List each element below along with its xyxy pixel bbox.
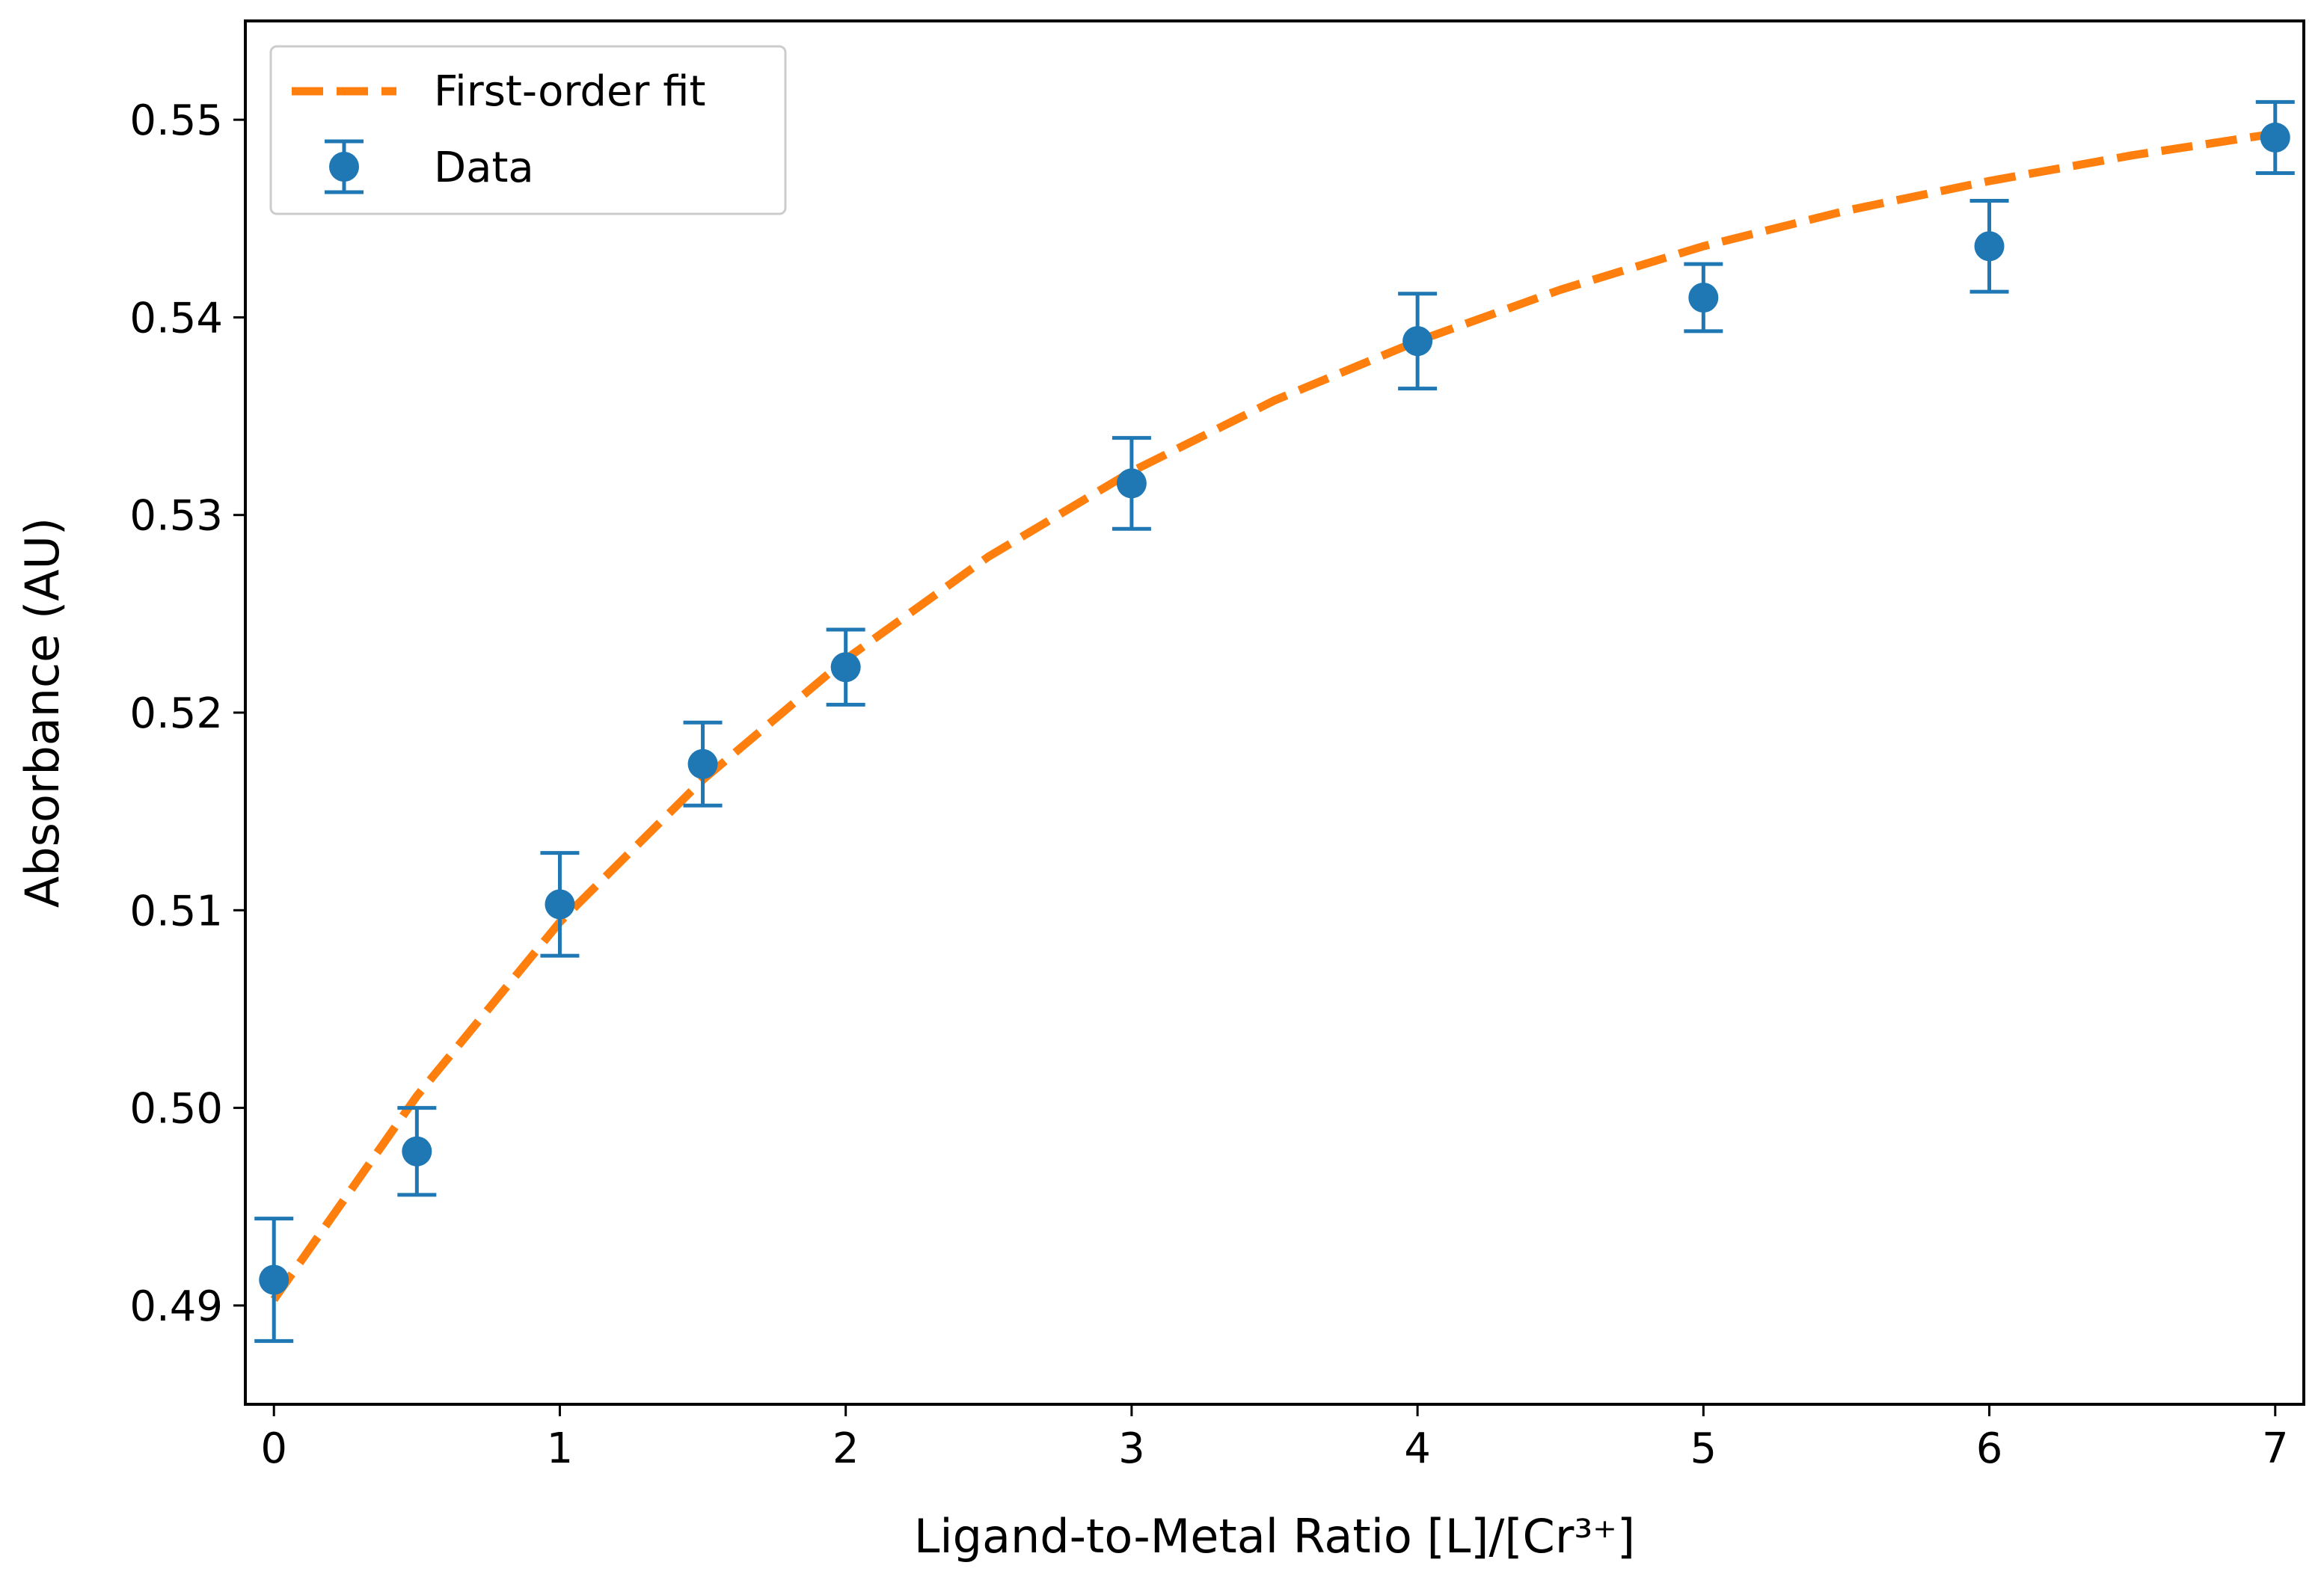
x-tick-label: 3	[1118, 1424, 1145, 1473]
data-point	[397, 1106, 437, 1197]
data-point	[826, 627, 865, 707]
data-point	[540, 851, 580, 958]
x-tick-label: 7	[2262, 1424, 2289, 1473]
y-tick-label: 0.51	[129, 887, 223, 935]
y-tick-label: 0.53	[129, 492, 223, 541]
data-marker	[2260, 122, 2290, 153]
data-point	[683, 720, 723, 808]
data-marker	[259, 1264, 289, 1295]
legend-fit-label: First-order fit	[434, 67, 705, 116]
legend-box	[269, 45, 787, 215]
y-tick-label: 0.55	[129, 96, 223, 145]
legend: First-order fit Data	[269, 45, 787, 215]
data-point	[254, 1217, 294, 1343]
data-point	[1969, 199, 2009, 294]
y-tick-label: 0.50	[129, 1085, 223, 1134]
x-tick-label: 6	[1976, 1424, 2003, 1473]
data-point	[1398, 292, 1438, 391]
plot-area	[254, 99, 2295, 1343]
data-marker	[1116, 468, 1147, 499]
x-tick-label: 5	[1690, 1424, 1717, 1473]
y-tick-label: 0.49	[129, 1282, 223, 1331]
fit-line	[270, 129, 2276, 1303]
x-tick-label: 2	[833, 1424, 859, 1473]
y-tick-label: 0.52	[129, 689, 223, 738]
data-marker	[830, 652, 861, 683]
y-tick-label: 0.54	[129, 294, 223, 342]
legend-marker	[329, 152, 359, 182]
data-marker	[1974, 231, 2005, 262]
data-point	[2255, 99, 2295, 175]
data-marker	[1402, 326, 1433, 357]
data-marker	[1688, 283, 1719, 313]
axes-frame	[244, 19, 2305, 1406]
x-tick-label: 1	[547, 1424, 574, 1473]
axis-ticks: 0 1 2 3 4 5 6 7 0.49 0.50 0.51 0.52 0.53 0.54 0.55	[129, 96, 2288, 1473]
data-marker	[402, 1136, 432, 1167]
y-axis-label: Absorbance (AU)	[15, 517, 70, 908]
data-marker	[545, 889, 575, 920]
legend-data-label: Data	[434, 144, 534, 192]
data-marker	[687, 749, 718, 779]
data-point	[1112, 436, 1151, 531]
x-tick-label: 0	[260, 1424, 287, 1473]
x-tick-label: 4	[1404, 1424, 1431, 1473]
x-axis-label: Ligand-to-Metal Ratio [L]/[Cr³⁺]	[914, 1509, 1635, 1564]
data-point	[1684, 262, 1723, 334]
legend-data-swatch	[325, 139, 364, 194]
